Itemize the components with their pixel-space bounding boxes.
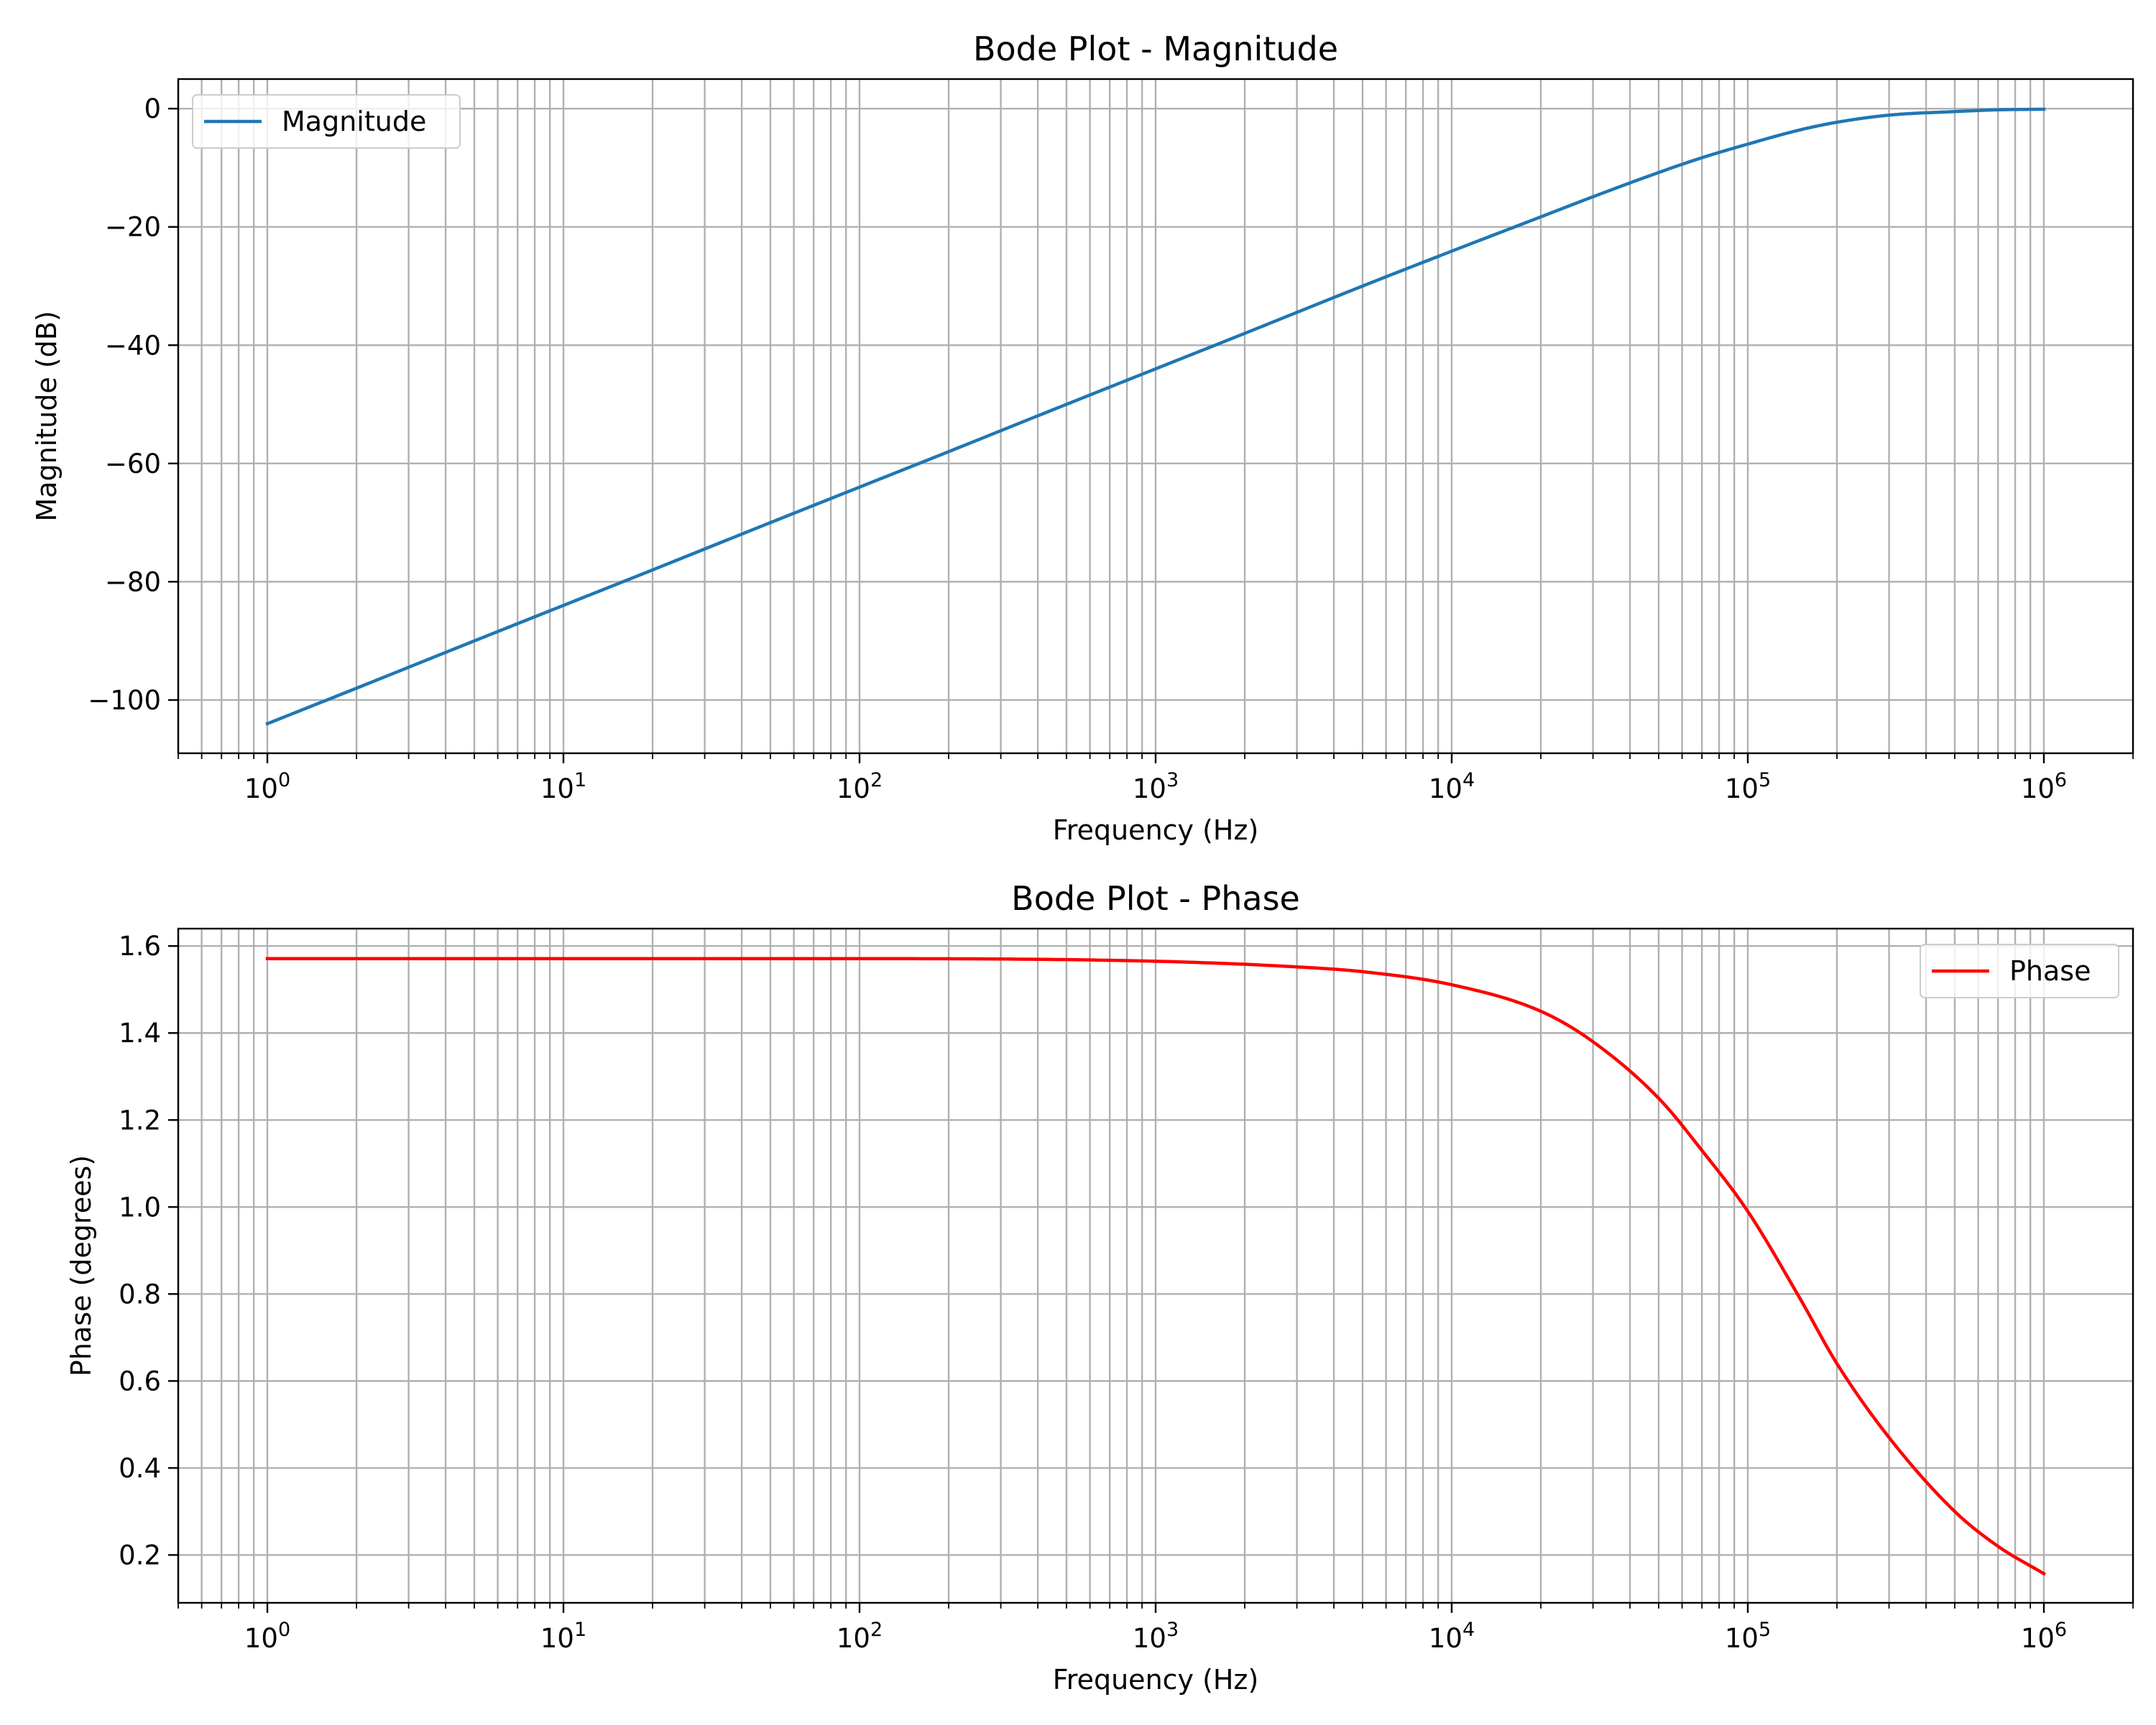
magnitude-legend: Magnitude [192,94,461,149]
magnitude-x-tick-label: 105 [1725,769,1771,804]
magnitude-y-tick-label: −40 [105,330,161,361]
phase-y-tick-label: 1.0 [119,1192,161,1223]
phase-x-tick-label: 102 [837,1619,883,1654]
phase-x-tick-label: 105 [1725,1619,1771,1654]
phase-x-tick-label: 101 [540,1619,586,1654]
magnitude-legend-box [192,94,461,149]
magnitude-x-tick-label: 104 [1429,769,1475,804]
magnitude-x-axis-label: Frequency (Hz) [1053,814,1259,846]
magnitude-y-tick-label: −80 [105,566,161,597]
phase-y-tick-label: 1.4 [119,1018,161,1049]
magnitude-y-tick-label: −60 [105,448,161,479]
magnitude-y-axis-label: Magnitude (dB) [31,310,63,521]
phase-series-line [265,957,2047,1576]
magnitude-y-tick-label: −100 [88,685,161,716]
phase-y-tick-label: 0.4 [119,1453,161,1484]
magnitude-grid [177,79,2134,753]
phase-ticks: 100 101 102 103 104 105 106 1.6 1.4 1.2 1.0 0.8 0.6 0… [119,931,2134,1654]
magnitude-x-tick-label: 103 [1133,769,1179,804]
phase-grid [177,929,2134,1603]
phase-chart-title: Bode Plot - Phase [1011,879,1300,918]
phase-x-axis-label: Frequency (Hz) [1053,1664,1259,1696]
phase-x-tick-label: 106 [2021,1619,2067,1654]
phase-y-tick-label: 1.2 [119,1105,161,1136]
phase-x-tick-label: 103 [1133,1619,1179,1654]
magnitude-x-tick-label: 101 [540,769,586,804]
magnitude-x-tick-label: 102 [837,769,883,804]
phase-x-tick-label: 104 [1429,1619,1475,1654]
phase-y-tick-label: 1.6 [119,931,161,962]
magnitude-series-layer [265,107,2046,726]
phase-legend-box [1920,944,2119,998]
magnitude-chart-title: Bode Plot - Magnitude [973,29,1338,68]
magnitude-panel: 100 101 102 103 104 105 106 0 −20 −40 −60 −80 −100 B… [31,29,2134,846]
magnitude-series-line [265,107,2046,726]
magnitude-legend-label: Magnitude [282,106,426,137]
phase-legend-label: Phase [2009,955,2091,987]
phase-y-tick-label: 0.8 [119,1279,161,1310]
phase-series-layer [265,957,2047,1576]
magnitude-ticks: 100 101 102 103 104 105 106 0 −20 −40 −60 −80 −100 [88,93,2134,804]
magnitude-x-tick-label: 106 [2021,769,2067,804]
phase-y-tick-label: 0.6 [119,1366,161,1397]
phase-panel: 100 101 102 103 104 105 106 1.6 1.4 1.2 1.0 0.8 0.6 0… [65,879,2134,1696]
magnitude-y-tick-label: 0 [144,93,161,124]
phase-legend: Phase [1920,944,2119,998]
phase-x-tick-label: 100 [244,1619,290,1654]
magnitude-y-tick-label: −20 [105,212,161,243]
phase-y-tick-label: 0.2 [119,1540,161,1570]
phase-y-axis-label: Phase (degrees) [65,1155,97,1376]
magnitude-x-tick-label: 100 [244,769,290,804]
